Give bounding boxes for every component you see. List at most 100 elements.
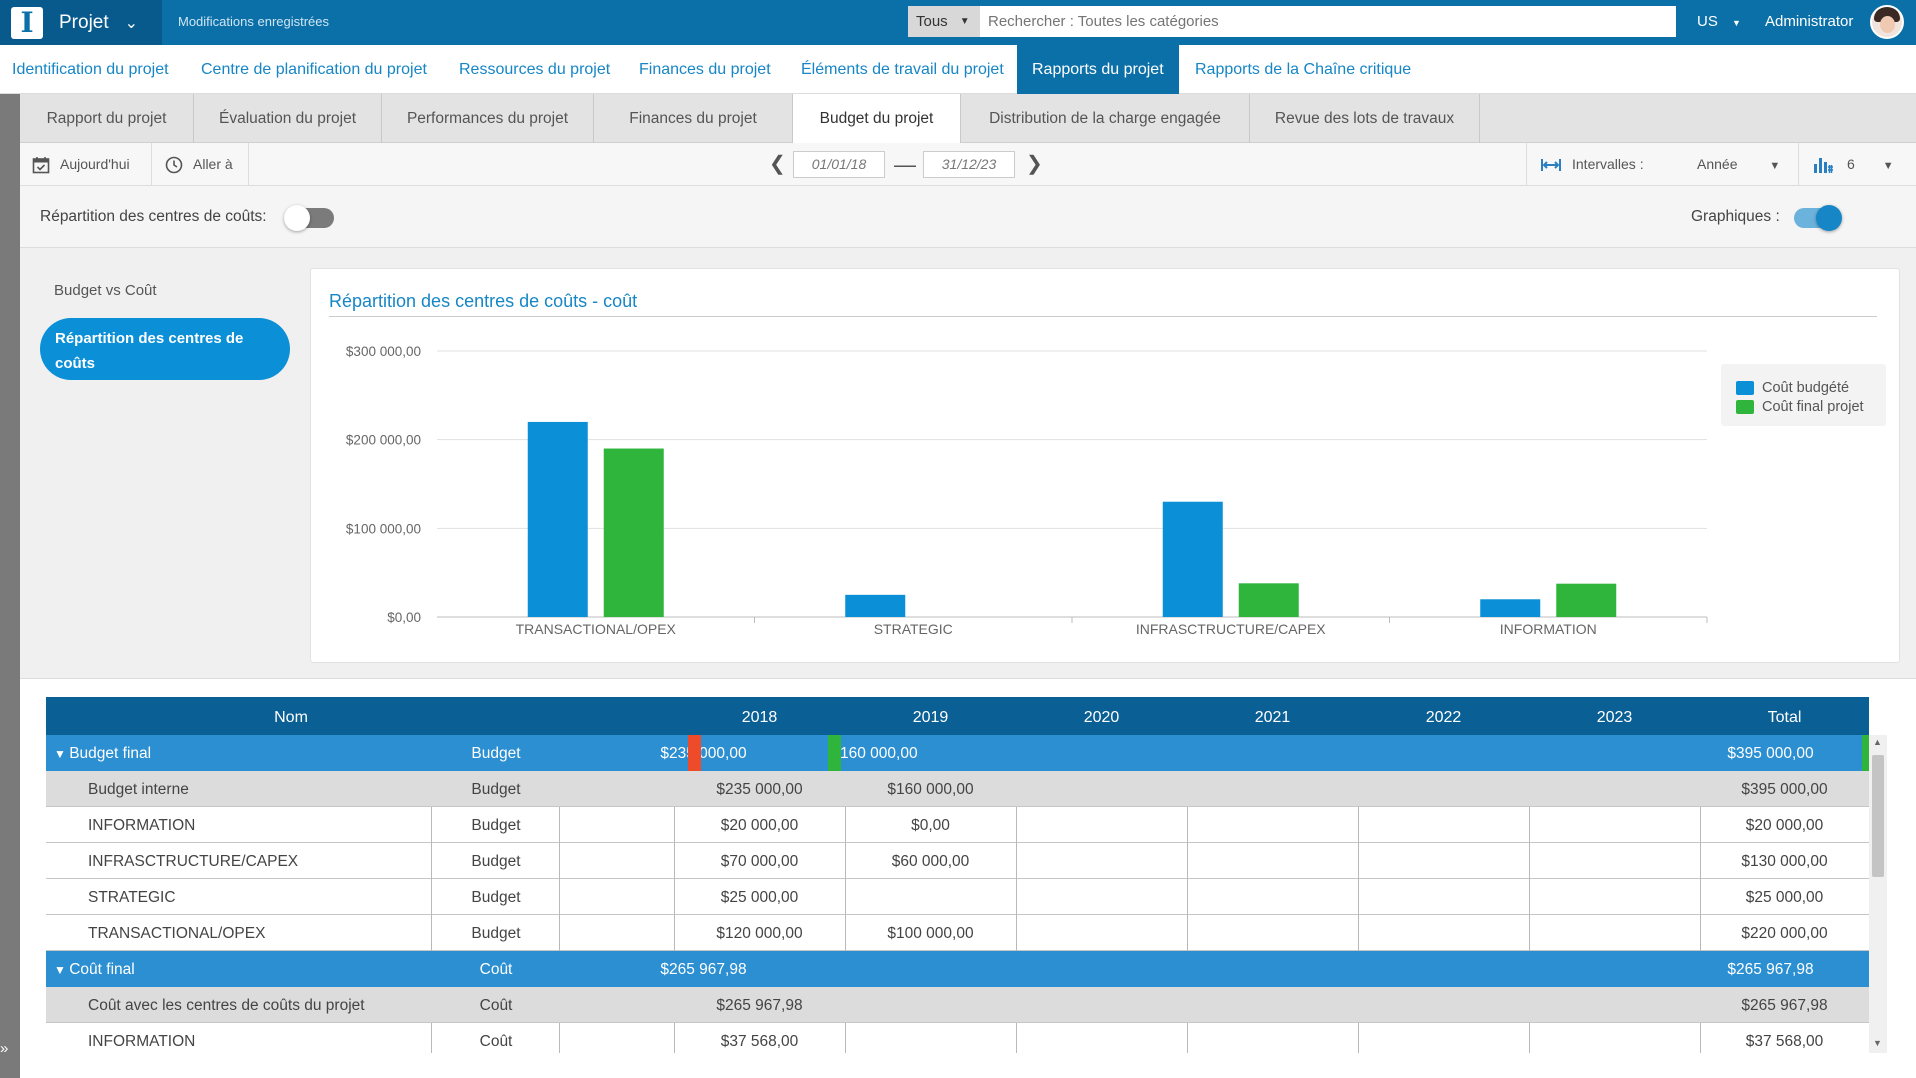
date-from-field[interactable]: 01/01/18 — [793, 151, 885, 178]
year-value-cell — [1016, 987, 1187, 1023]
charts-toggle[interactable] — [1794, 205, 1842, 231]
group-row[interactable]: ▼ Coût final Coût $265 967,98 $265 967,98 — [46, 951, 1869, 987]
avatar[interactable] — [1870, 5, 1904, 39]
year-value-cell — [1131, 951, 1302, 987]
cell-divider — [845, 807, 846, 843]
cell-divider — [559, 843, 560, 879]
table-row[interactable]: INFORMATION Budget $20 000,00 $0,00 $20 000,… — [46, 807, 1869, 843]
nav-planning-center[interactable]: Centre de planification du projet — [201, 61, 427, 78]
tab-project-report[interactable]: Rapport du projet — [20, 94, 194, 143]
date-to-field[interactable]: 31/12/23 — [923, 151, 1015, 178]
cell-divider — [1016, 807, 1017, 843]
interval-select[interactable]: Année ▼ — [1697, 143, 1780, 186]
app-switcher[interactable]: I Projet ⌄ — [0, 0, 162, 45]
cell-divider — [1016, 1023, 1017, 1053]
cell-divider — [431, 843, 432, 879]
grid-scrollbar[interactable]: ▲ ▼ — [1869, 735, 1887, 1053]
x-category-label: TRANSACTIONAL/OPEX — [516, 621, 677, 637]
column-header-2022[interactable]: 2022 — [1425, 709, 1462, 726]
nav-critical-chain-reports[interactable]: Rapports de la Chaîne critique — [1195, 61, 1412, 78]
expand-triangle-icon[interactable]: ▼ — [54, 963, 70, 977]
expand-panel-icon[interactable]: » — [0, 1040, 9, 1057]
charts-label: Graphiques : — [1691, 208, 1780, 225]
grid-body: ▼ Budget final Budget $235 000,00 $160 000,… — [46, 735, 1869, 1053]
x-category-label: INFRASCTRUCTURE/CAPEX — [1136, 621, 1326, 637]
tab-project-finances[interactable]: Finances du projet — [594, 94, 793, 143]
chevron-down-icon[interactable]: ⌄ — [124, 14, 139, 32]
legend-item-budget[interactable]: Coût budgété — [1736, 378, 1886, 397]
cell-divider — [1529, 1023, 1530, 1053]
cell-divider — [1700, 807, 1701, 843]
cell-divider — [1187, 915, 1188, 951]
status-marker-green — [1862, 735, 1869, 771]
avatar-hair — [1874, 7, 1900, 22]
chevron-left-icon[interactable]: ❮ — [769, 153, 786, 175]
year-value-cell — [1187, 843, 1358, 879]
search-scope-select[interactable]: Tous ▼ — [908, 6, 980, 37]
caret-down-icon: ▼ — [1769, 160, 1781, 172]
row-type: Budget — [471, 925, 521, 942]
scroll-thumb[interactable] — [1872, 755, 1884, 877]
today-label: Aujourd'hui — [60, 156, 130, 172]
main-nav: Identification du projet Centre de plani… — [0, 45, 1916, 94]
goto-button[interactable]: Aller à — [165, 143, 233, 186]
expand-triangle-icon[interactable]: ▼ — [54, 747, 70, 761]
cell-divider — [431, 879, 432, 915]
year-value-cell: $160 000,00 — [831, 745, 918, 762]
cell-divider — [674, 1023, 675, 1053]
side-item-cost-center-breakdown[interactable]: Répartition des centres de coûts — [40, 318, 290, 380]
column-header-2020[interactable]: 2020 — [1083, 709, 1120, 726]
cell-divider — [1529, 843, 1530, 879]
column-header-2023[interactable]: 2023 — [1596, 709, 1633, 726]
nav-project-reports[interactable]: Rapports du projet — [1017, 45, 1179, 94]
legend-item-cost[interactable]: Coût final projet — [1736, 397, 1886, 416]
tab-work-package-review[interactable]: Revue des lots de travaux — [1250, 94, 1480, 143]
tab-project-performance[interactable]: Performances du projet — [382, 94, 594, 143]
left-rail — [0, 94, 20, 1078]
nav-resources[interactable]: Ressources du projet — [459, 61, 611, 78]
scroll-down-icon[interactable]: ▼ — [1873, 1038, 1882, 1048]
cell-divider — [559, 1023, 560, 1053]
year-value-cell — [1187, 915, 1358, 951]
row-name: ▼ Coût final — [54, 951, 135, 987]
cell-divider — [559, 915, 560, 951]
year-value-cell: $120 000,00 — [716, 925, 803, 942]
table-row[interactable]: Budget interne Budget $235 000,00 $160 000,… — [46, 771, 1869, 807]
table-row[interactable]: Coût avec les centres de coûts du projet… — [46, 987, 1869, 1023]
column-header-2021[interactable]: 2021 — [1254, 709, 1291, 726]
year-value-cell: $37 568,00 — [720, 1033, 799, 1050]
year-value-cell — [1302, 951, 1473, 987]
columns-count-select[interactable]: 6 ▼ — [1813, 143, 1894, 186]
nav-work-items[interactable]: Éléments de travail du projet — [801, 61, 1004, 78]
chevron-right-icon[interactable]: ❯ — [1026, 153, 1043, 175]
table-row[interactable]: STRATEGIC Budget $25 000,00 $25 000,00 — [46, 879, 1869, 915]
year-value-cell: $235 000,00 — [716, 781, 803, 798]
nav-identification[interactable]: Identification du projet — [12, 61, 169, 78]
column-header-2019[interactable]: 2019 — [912, 709, 949, 726]
toolbar-divider — [151, 143, 152, 186]
side-item-budget-vs-cost[interactable]: Budget vs Coût — [54, 282, 157, 299]
today-button[interactable]: Aujourd'hui — [32, 143, 130, 186]
table-row[interactable]: TRANSACTIONAL/OPEX Budget $120 000,00 $100 … — [46, 915, 1869, 951]
year-value-cell — [1529, 1023, 1700, 1053]
scroll-up-icon[interactable]: ▲ — [1873, 737, 1882, 747]
tab-project-budget[interactable]: Budget du projet — [793, 94, 961, 144]
tab-project-evaluation[interactable]: Évaluation du projet — [194, 94, 382, 143]
table-row[interactable]: INFRASCTRUCTURE/CAPEX Budget $70 000,00 $60… — [46, 843, 1869, 879]
search-input[interactable] — [980, 6, 1676, 37]
language-select[interactable]: US ▼ — [1697, 13, 1741, 30]
search-scope-value: Tous — [916, 13, 948, 30]
nav-finances[interactable]: Finances du projet — [639, 61, 771, 78]
year-value-cell: $235 000,00 — [660, 745, 747, 762]
grid-header: Nom 2018 2019 2020 2021 2022 2023 Total — [46, 697, 1869, 735]
cost-center-breakdown-toggle[interactable] — [284, 205, 334, 231]
user-name[interactable]: Administrator — [1765, 13, 1854, 30]
column-header-total[interactable]: Total — [1767, 709, 1802, 726]
column-header-2018[interactable]: 2018 — [741, 709, 778, 726]
column-header-name[interactable]: Nom — [274, 709, 308, 726]
cell-divider — [1016, 879, 1017, 915]
table-row[interactable]: INFORMATION Coût $37 568,00 $37 568,00 — [46, 1023, 1869, 1053]
legend-label-budget: Coût budgété — [1762, 379, 1850, 396]
group-row[interactable]: ▼ Budget final Budget $235 000,00 $160 000,… — [46, 735, 1869, 771]
tab-committed-load-distribution[interactable]: Distribution de la charge engagée — [961, 94, 1250, 143]
